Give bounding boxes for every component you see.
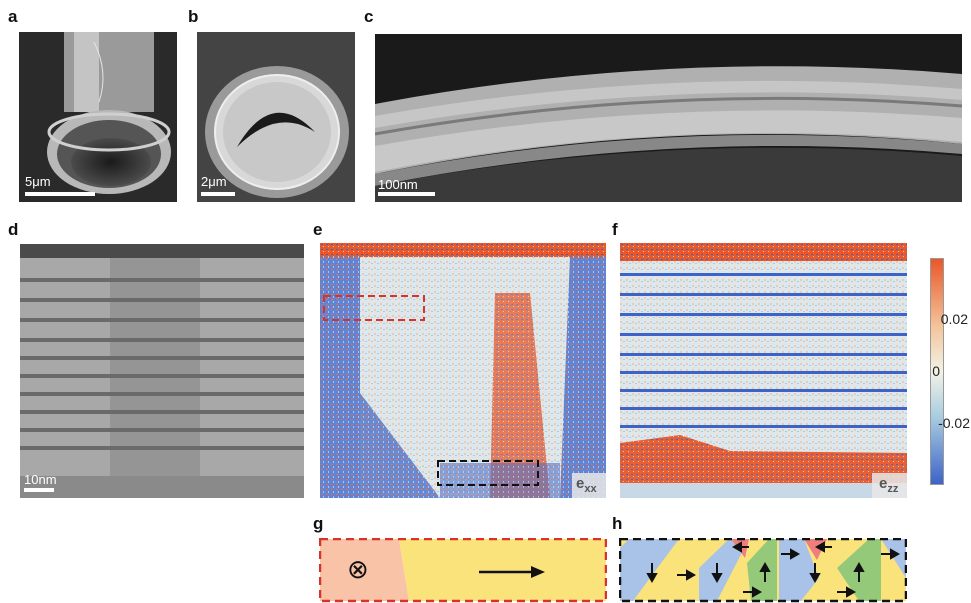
domain-schematic-g [319,538,607,603]
red-dashed-frame [319,538,607,603]
map-label-ezz: ezz [879,475,899,495]
layer-stack-illustration [20,244,304,498]
scale-bar-c [378,192,435,196]
scale-bar-b [201,192,235,196]
scale-label-b: 2μm [201,174,227,189]
scale-bar-d [24,488,54,492]
panel-label-e: e [313,220,323,239]
tube-illustration-b [197,32,355,202]
curved-layers-illustration [375,34,962,202]
black-dashed-frame [619,538,907,603]
panel-d-tem-image: 10nm [20,244,304,498]
domain-schematic-h [619,538,907,603]
panel-e-strain-map: exx [320,243,606,498]
panel-label-d: d [8,220,19,239]
domain-yellow [399,539,606,601]
panel-label-c: c [364,7,374,26]
scale-label-d: 10nm [24,472,57,487]
tube-illustration-a [19,32,177,202]
panel-b-sem-image: 2μm [197,32,355,202]
scale-bar-a [25,192,95,196]
polarization-arrows [646,541,901,598]
into-page-icon: ⊗ [347,555,369,585]
panel-label-g: g [313,514,324,533]
colorbar-tick-zero: 0 [932,363,940,379]
panel-label-a: a [8,7,18,26]
arrow-head [531,566,545,578]
panel-label-h: h [612,514,623,533]
colorbar [930,258,944,485]
black-dashed-region [437,460,539,486]
scale-label-a: 5μm [25,174,51,189]
panel-a-sem-image: 5μm [19,32,177,202]
map-label-exx: exx [576,475,597,495]
panel-f-strain-map: ezz [620,243,907,498]
panel-g-schematic: ⊗ [319,538,607,603]
scale-label-c: 100nm [378,177,418,192]
panel-label-b: b [188,7,199,26]
colorbar-tick-pos: 0.02 [940,311,968,327]
panel-c-sem-image: 100nm [375,34,962,202]
colorbar-tick-neg: -0.02 [938,415,970,431]
strain-map-exx [320,243,606,498]
domain-pink [320,539,409,601]
strain-map-ezz [620,243,907,498]
red-dashed-region [323,295,425,321]
panel-label-f: f [612,220,618,239]
panel-h-schematic [619,538,907,603]
